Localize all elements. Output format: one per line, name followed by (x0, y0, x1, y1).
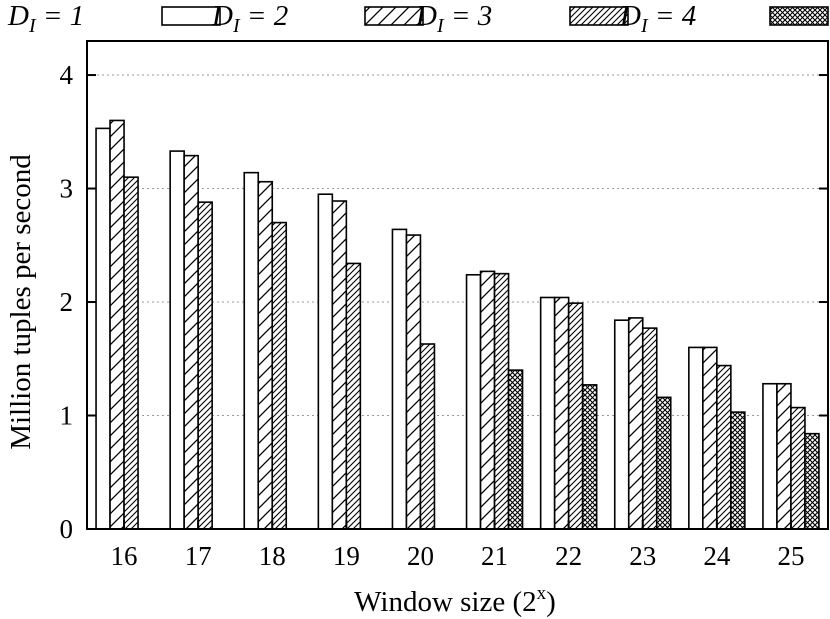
bar-25-series-3 (790, 406, 806, 530)
bar-19-series-2 (331, 200, 348, 530)
legend-label-sub-4: I (640, 15, 649, 37)
y-axis-title: Million tuples per second (5, 154, 37, 450)
bar-23-series-3 (641, 327, 658, 530)
legend-swatch-1 (161, 6, 221, 26)
legend-label-4: DI = 4 (619, 0, 696, 37)
y-tick-label-3: 3 (60, 174, 74, 204)
bar-17-series-2 (183, 154, 199, 530)
bar-24-series-2 (702, 346, 718, 530)
legend-label-1: DI = 1 (7, 0, 84, 37)
legend-label-main-3: D (415, 0, 437, 32)
legend-label-2: DI = 2 (211, 0, 288, 37)
bars (95, 119, 820, 530)
x-tick-label-22: 22 (555, 541, 582, 571)
legend-label-suffix-2: = 2 (240, 0, 289, 32)
x-tick-label-17: 17 (185, 541, 212, 571)
legend-swatch-3 (569, 6, 629, 26)
bar-18-series-3 (271, 221, 288, 530)
bar-18-series-1 (243, 171, 260, 530)
bar-25-series-4 (804, 432, 820, 530)
y-tick-label-4: 4 (60, 60, 74, 90)
bar-24-series-4 (730, 411, 746, 530)
legend-swatch-4 (769, 6, 829, 26)
bar-22-series-3 (567, 302, 584, 530)
bar-16-series-1 (95, 127, 111, 530)
x-axis-title: Window size (2x) (354, 583, 556, 618)
x-tick-label-20: 20 (407, 541, 434, 571)
x-tick-label-23: 23 (629, 541, 656, 571)
bar-23-series-4 (655, 396, 672, 530)
bar-16-series-2 (109, 119, 125, 530)
x-tick-label-18: 18 (259, 541, 286, 571)
bar-17-series-1 (169, 150, 185, 530)
bar-21-series-1 (465, 273, 482, 530)
bar-23-series-1 (613, 319, 630, 530)
bar-24-series-1 (688, 346, 704, 530)
x-tick-label-25: 25 (777, 541, 804, 571)
legend-label-main-4: D (619, 0, 641, 32)
legend-label-3: DI = 3 (415, 0, 492, 37)
bar-21-series-2 (479, 270, 496, 530)
bar-17-series-3 (197, 201, 213, 530)
bar-21-series-4 (507, 369, 524, 530)
legend-label-sub-3: I (436, 15, 445, 37)
y-tick-label-2: 2 (60, 287, 74, 317)
bar-16-series-3 (123, 176, 139, 530)
legend-label-main-1: D (7, 0, 29, 32)
bar-18-series-2 (257, 180, 274, 530)
legend-label-suffix-4: = 4 (648, 0, 697, 32)
y-tick-label-0: 0 (60, 514, 74, 544)
x-axis-title-main: Window size (2 (354, 586, 536, 618)
x-tick-label-19: 19 (333, 541, 360, 571)
x-tick-label-16: 16 (111, 541, 138, 571)
bar-20-series-2 (405, 234, 422, 530)
bar-25-series-2 (776, 382, 792, 530)
bar-19-series-3 (345, 262, 362, 530)
plot-frame (86, 40, 829, 530)
legend-swatch-2 (364, 6, 424, 26)
bar-23-series-2 (627, 317, 644, 530)
bar-22-series-2 (553, 296, 570, 530)
x-tick-label-21: 21 (481, 541, 508, 571)
legend-label-sub-2: I (232, 15, 241, 37)
y-tick-label-1: 1 (60, 401, 74, 431)
bar-20-series-3 (419, 343, 436, 530)
bar-21-series-3 (493, 272, 510, 530)
legend-label-main-2: D (211, 0, 233, 32)
bar-22-series-1 (539, 296, 556, 530)
bar-24-series-3 (716, 364, 732, 530)
x-tick-label-24: 24 (703, 541, 731, 571)
x-axis-title-superscript: x (537, 583, 547, 604)
legend-label-suffix-1: = 1 (36, 0, 85, 32)
bar-25-series-1 (762, 382, 778, 530)
grid-lines (87, 74, 828, 417)
bar-20-series-1 (391, 228, 408, 530)
legend: DI = 1 DI = 2 DI = 3 DI = 4 (7, 0, 829, 37)
x-axis-title-close: ) (546, 586, 556, 618)
bar-19-series-1 (317, 193, 334, 530)
bar-22-series-4 (581, 384, 598, 530)
legend-label-suffix-3: = 3 (444, 0, 493, 32)
legend-label-sub-1: I (28, 15, 37, 37)
